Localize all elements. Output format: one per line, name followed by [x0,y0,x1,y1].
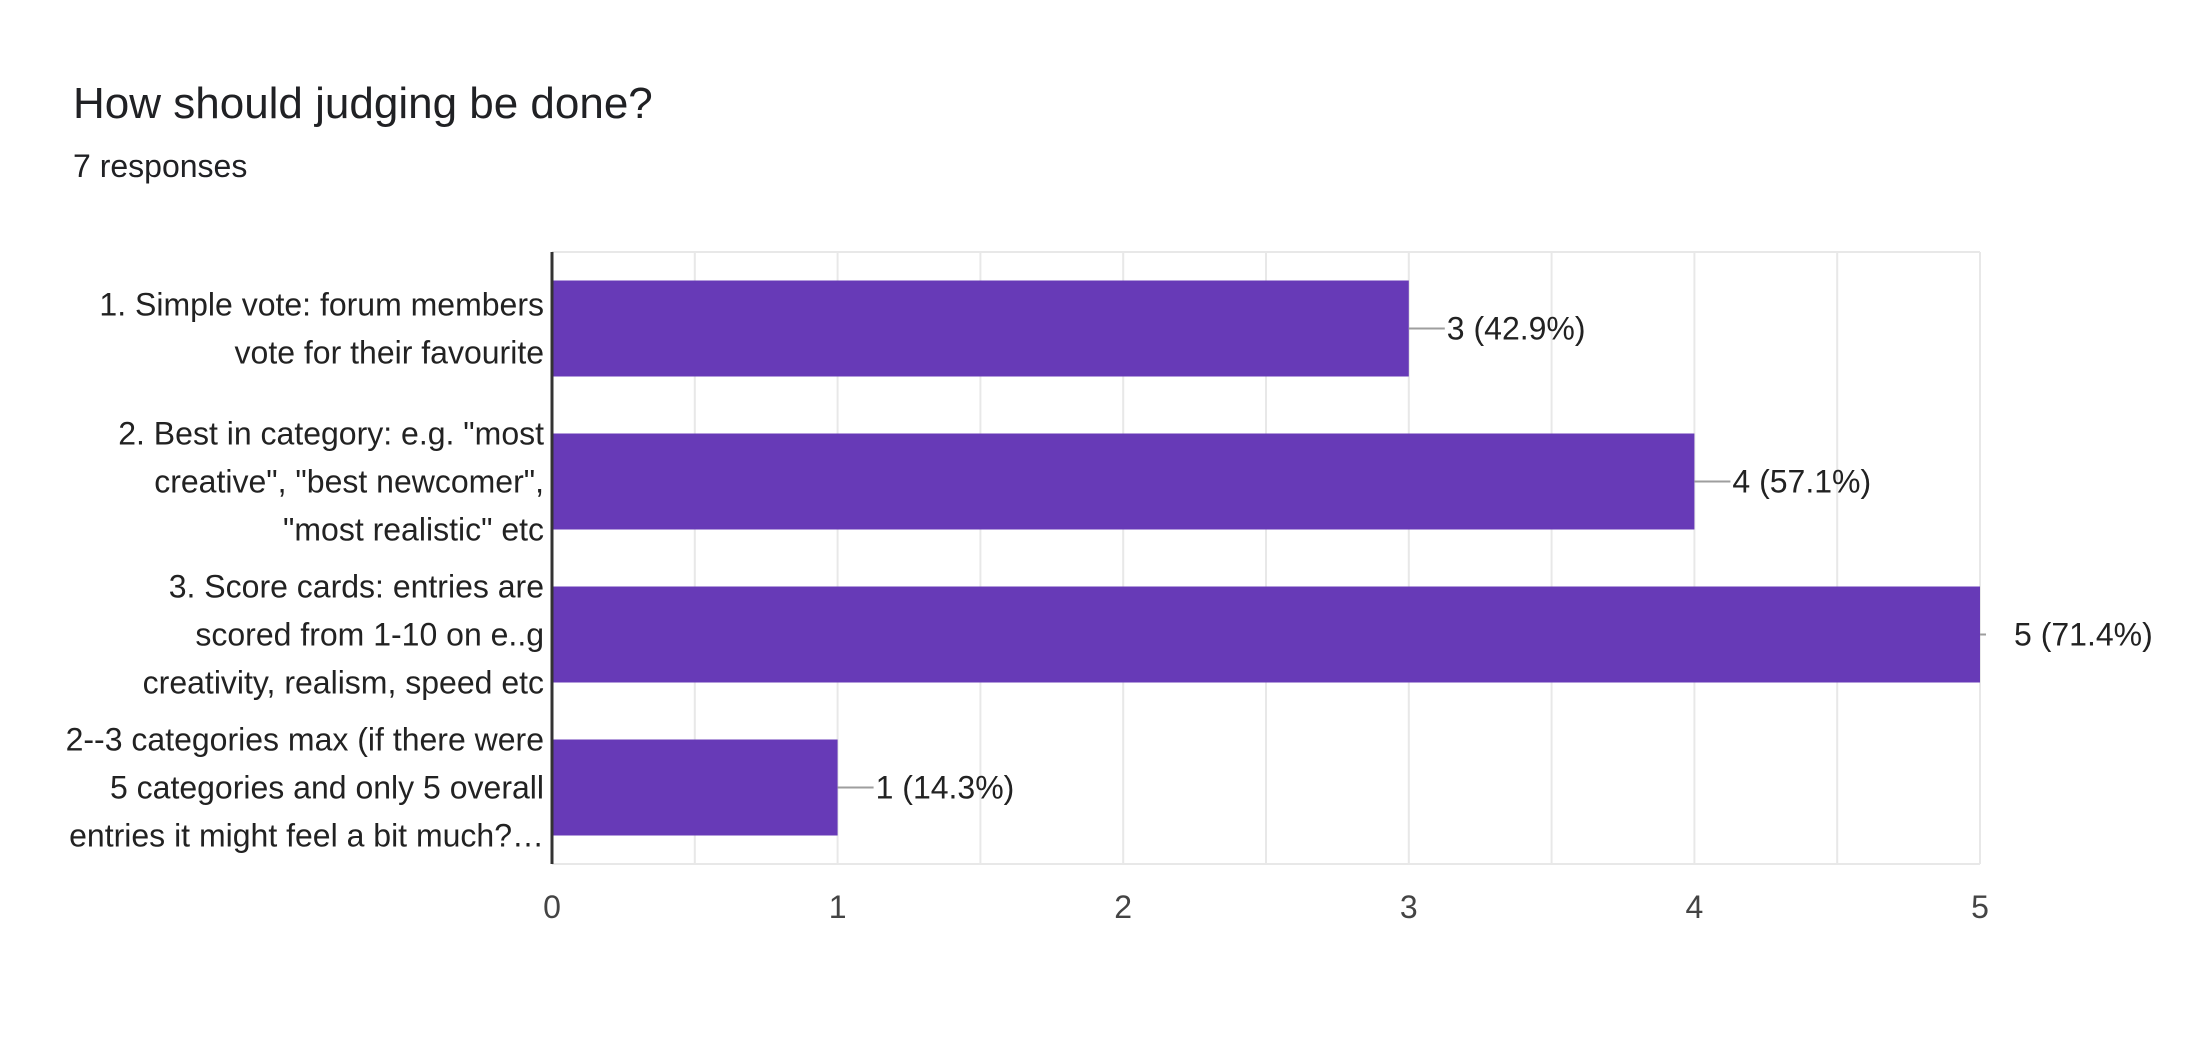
bar[interactable] [552,739,838,836]
category-label-line: 2. Best in category: e.g. "most [118,416,544,452]
x-tick-label: 1 [829,889,847,925]
category-label: 1. Simple vote: forum members vote for th… [99,287,544,371]
category-label: 2--3 categories max (if there were 5 cate… [66,722,544,854]
category-label-line: "most realistic" etc [283,512,544,548]
response-count: 7 responses [73,148,248,184]
chart-title: How should judging be done? [73,79,653,128]
category-label-line: scored from 1-10 on e..g [195,617,544,653]
bar[interactable] [552,433,1695,530]
chart-header: How should judging be done? 7 responses [73,72,653,188]
category-label-line: 1. Simple vote: forum members [99,287,544,323]
bar[interactable] [552,280,1409,377]
category-label-line: vote for their favourite [235,335,544,371]
data-label: 4 (57.1%) [1732,464,1871,500]
category-label-line: creative", "best newcomer", [154,464,544,500]
x-tick-label: 4 [1686,889,1704,925]
category-label-line: 2--3 categories max (if there were [66,722,544,758]
bar[interactable] [552,586,1980,683]
category-label-line: 5 categories and only 5 overall [110,770,544,806]
x-tick-label: 5 [1971,889,1989,925]
category-label: 3. Score cards: entries are scored from 1… [143,569,544,701]
category-label-line: creativity, realism, speed etc [143,665,544,701]
category-label-line: entries it might feel a bit much?… [69,818,544,854]
x-tick-label: 3 [1400,889,1418,925]
data-label: 3 (42.9%) [1447,311,1586,347]
category-label: 2. Best in category: e.g. "most creative"… [118,416,544,548]
data-label: 1 (14.3%) [876,770,1015,806]
data-label: 5 (71.4%) [2014,617,2153,653]
x-tick-label: 0 [543,889,561,925]
x-tick-label: 2 [1114,889,1132,925]
category-label-line: 3. Score cards: entries are [169,569,544,605]
